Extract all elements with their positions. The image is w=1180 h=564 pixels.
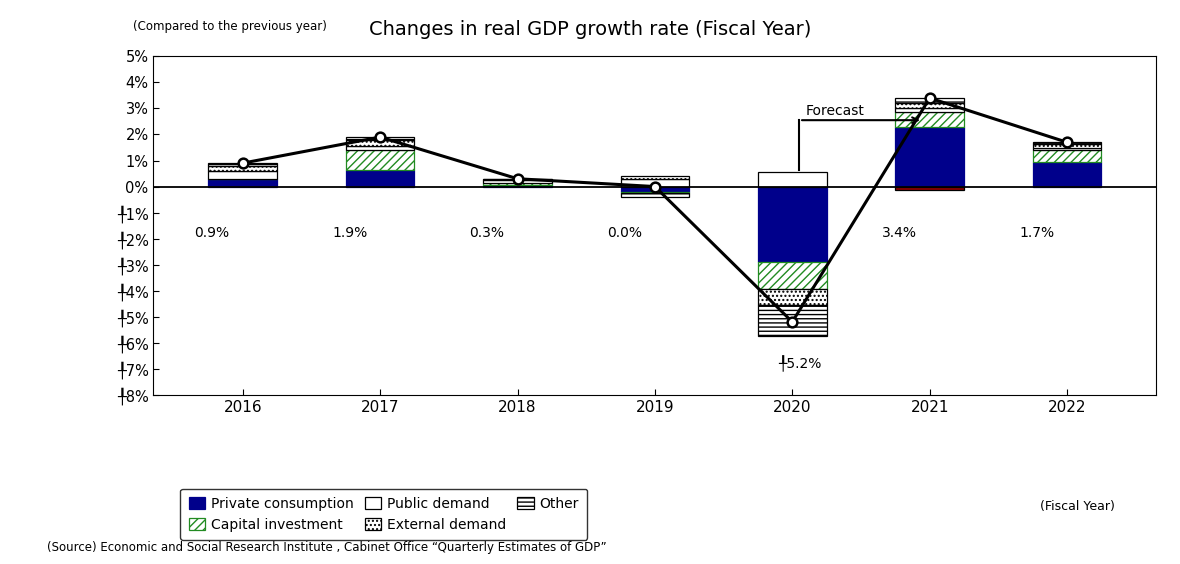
Bar	[758, 289, 827, 305]
Text: (Source) Economic and Social Research Institute , Cabinet Office “Quarterly Esti: (Source) Economic and Social Research In…	[47, 541, 607, 554]
Legend: Private consumption, Capital investment, Public demand, External demand, Other: Private consumption, Capital investment,…	[181, 488, 588, 540]
Text: (Compared to the previous year): (Compared to the previous year)	[133, 20, 327, 33]
Bar	[621, 179, 689, 187]
Bar	[896, 127, 964, 187]
Bar	[758, 262, 827, 289]
Bar	[621, 192, 689, 193]
Bar	[758, 172, 827, 187]
Bar	[1032, 150, 1101, 162]
Bar	[346, 140, 414, 146]
Text: ╀5.2%: ╀5.2%	[779, 355, 822, 372]
Text: Changes in real GDP growth rate (Fiscal Year): Changes in real GDP growth rate (Fiscal …	[369, 20, 811, 39]
Bar	[209, 163, 277, 166]
Bar	[1032, 142, 1101, 144]
Bar	[209, 179, 277, 187]
Text: 1.7%: 1.7%	[1020, 226, 1054, 240]
Bar	[483, 185, 552, 187]
Bar	[1032, 148, 1101, 150]
Bar	[896, 108, 964, 112]
Bar	[896, 98, 964, 103]
Bar	[346, 137, 414, 140]
Text: 3.4%: 3.4%	[881, 226, 917, 240]
Bar	[1032, 162, 1101, 187]
Bar	[896, 187, 964, 191]
Bar	[621, 187, 689, 192]
Bar	[1032, 144, 1101, 148]
Text: Forecast: Forecast	[806, 104, 865, 117]
Bar	[209, 171, 277, 179]
Bar	[346, 146, 414, 150]
Bar	[758, 305, 827, 336]
Bar	[896, 103, 964, 108]
Bar	[621, 176, 689, 179]
Bar	[346, 170, 414, 187]
Bar	[896, 112, 964, 127]
Text: 1.9%: 1.9%	[332, 226, 367, 240]
Text: (Fiscal Year): (Fiscal Year)	[1041, 500, 1115, 513]
Bar	[758, 187, 827, 262]
Bar	[483, 180, 552, 183]
Bar	[483, 183, 552, 185]
Bar	[621, 193, 689, 197]
Text: 0.3%: 0.3%	[470, 226, 504, 240]
Text: 0.0%: 0.0%	[607, 226, 642, 240]
Bar	[483, 179, 552, 180]
Bar	[209, 166, 277, 171]
Bar	[346, 150, 414, 170]
Text: 0.9%: 0.9%	[195, 226, 230, 240]
